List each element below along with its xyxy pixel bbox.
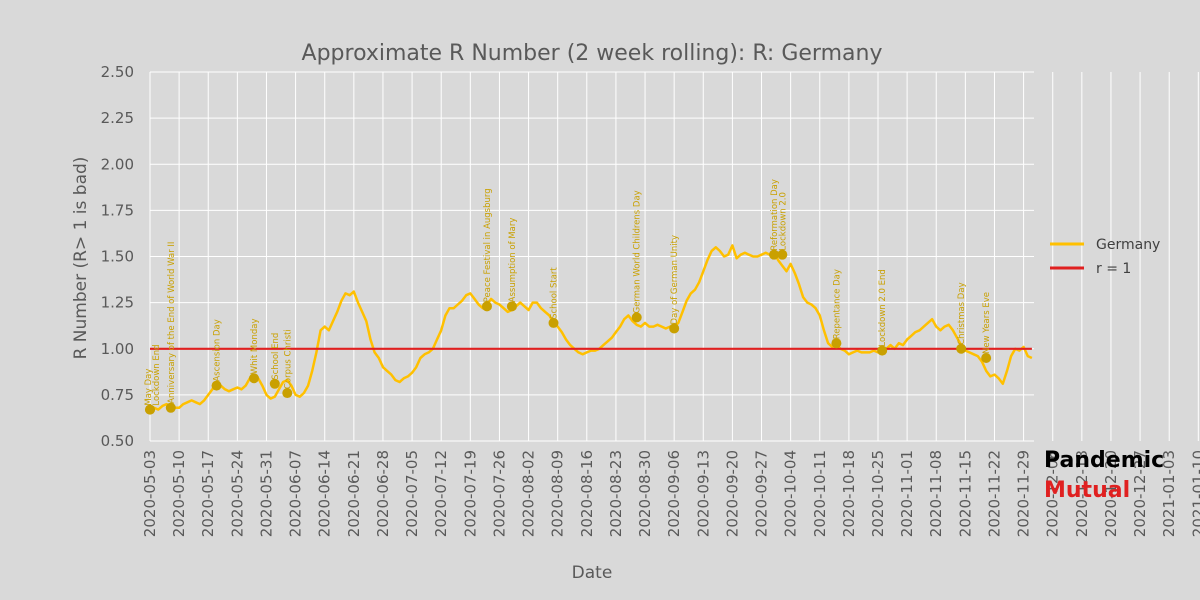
y-tick-label: 2.25 xyxy=(101,109,134,127)
y-tick-label: 1.75 xyxy=(101,201,134,219)
event-marker xyxy=(877,345,888,356)
x-tick-label: 2020-08-23 xyxy=(607,450,625,537)
event-label: Peace Festival in Augsburg xyxy=(483,188,493,302)
brand-mutual: Mutual xyxy=(1044,478,1131,503)
y-tick-label: 2.50 xyxy=(101,63,134,81)
event-label: Repentance Day xyxy=(832,269,842,339)
x-tick-label: 2020-09-13 xyxy=(694,450,712,537)
x-tick-label: 2020-06-14 xyxy=(316,450,334,537)
x-tick-label: 2020-05-31 xyxy=(257,450,275,537)
x-tick-labels: 2020-05-03 2020-05-10 2020-05-17 2020-05-24… xyxy=(141,450,1200,537)
event-marker xyxy=(211,380,222,391)
event-label: German World Childrens Day xyxy=(633,190,643,313)
x-tick-label: 2020-12-13 xyxy=(1073,450,1091,537)
x-tick-label: 2020-11-15 xyxy=(956,450,974,537)
event-marker xyxy=(282,388,293,399)
x-axis-title: Date xyxy=(572,563,613,583)
event-marker xyxy=(269,378,280,389)
grid-lines xyxy=(149,71,1199,442)
x-tick-label: 2020-11-08 xyxy=(927,450,945,537)
x-tick-label: 2020-08-09 xyxy=(549,450,567,537)
x-tick-label: 2020-05-24 xyxy=(228,450,246,537)
event-label: Lockdown 2.0 End xyxy=(878,269,888,346)
x-tick-label: 2020-11-22 xyxy=(985,450,1003,537)
event-marker xyxy=(769,249,779,260)
x-tick-label: 2021-01-03 xyxy=(1160,450,1178,537)
x-tick-label: 2020-08-16 xyxy=(578,450,596,537)
event-label: Corpus Christi xyxy=(283,329,293,389)
event-marker xyxy=(669,323,680,334)
y-axis-title: R Number (R> 1 is bad) xyxy=(71,157,91,360)
event-marker xyxy=(777,249,788,260)
event-label: School End xyxy=(271,333,281,380)
x-tick-label: 2021-01-10 xyxy=(1189,450,1200,537)
legend: Germany r = 1 xyxy=(1050,237,1160,277)
y-tick-label: 1.50 xyxy=(101,248,134,266)
event-marker xyxy=(165,402,176,413)
event-label: Reformation Day xyxy=(770,179,780,251)
x-tick-label: 2020-11-29 xyxy=(1015,450,1033,537)
x-tick-label: 2020-06-28 xyxy=(374,450,392,537)
event-label: May Day xyxy=(144,369,154,406)
x-tick-label: 2020-09-27 xyxy=(753,450,771,537)
x-tick-label: 2020-07-12 xyxy=(432,450,450,537)
x-tick-label: 2020-12-06 xyxy=(1044,450,1062,537)
x-tick-label: 2020-10-18 xyxy=(840,450,858,537)
x-tick-label: 2020-05-03 xyxy=(141,450,159,537)
y-tick-label: 1.00 xyxy=(101,340,134,358)
series-lines xyxy=(149,244,1033,413)
x-tick-label: 2020-08-02 xyxy=(520,450,538,537)
event-marker xyxy=(631,312,642,323)
x-tick-label: 2020-08-30 xyxy=(636,450,654,537)
event-label: Lockdown 2.0 xyxy=(778,192,788,251)
y-tick-label: 0.75 xyxy=(101,386,134,404)
y-tick-label: 0.50 xyxy=(101,432,134,450)
event-label: Day of German Unity xyxy=(670,235,680,324)
event-label: School Start xyxy=(550,267,560,319)
event-marker xyxy=(481,301,492,312)
event-marker xyxy=(249,373,259,384)
x-tick-label: 2020-10-04 xyxy=(782,450,800,537)
event-label: New Years Eve xyxy=(982,292,992,354)
brand-pandemic: Pandemic xyxy=(1044,448,1165,473)
event-marker xyxy=(145,404,155,415)
event-marker xyxy=(981,352,992,363)
event-label: Assumption of Mary xyxy=(508,218,518,303)
x-tick-label: 2020-11-01 xyxy=(898,450,916,537)
x-tick-label: 2020-12-27 xyxy=(1131,450,1149,537)
x-tick-label: 2020-06-07 xyxy=(287,450,305,537)
series-line-germany xyxy=(149,244,1033,413)
y-tick-labels: 0.50 0.75 1.00 1.25 1.50 1.75 2.00 2.25 2.50 xyxy=(101,63,134,450)
event-marker xyxy=(548,317,559,328)
x-tick-label: 2020-10-11 xyxy=(811,450,829,537)
chart-title: Approximate R Number (2 week rolling): R… xyxy=(302,41,883,66)
x-tick-label: 2020-06-21 xyxy=(345,450,363,537)
y-tick-label: 1.25 xyxy=(101,294,134,312)
x-tick-label: 2020-07-05 xyxy=(403,450,421,537)
event-label: Whit Monday xyxy=(250,319,260,375)
event-label: Lockdown End xyxy=(152,344,162,405)
event-label: Christmas Day xyxy=(957,282,967,344)
event-marker xyxy=(956,343,967,354)
legend-label: r = 1 xyxy=(1096,261,1131,277)
x-tick-label: 2020-09-06 xyxy=(665,450,683,537)
event-label: Anniversary of the End of World War II xyxy=(167,242,177,404)
x-tick-label: 2020-12-20 xyxy=(1102,450,1120,537)
x-tick-label: 2020-07-26 xyxy=(490,450,508,537)
y-tick-label: 2.00 xyxy=(101,155,134,173)
x-tick-label: 2020-05-10 xyxy=(170,450,188,537)
x-tick-label: 2020-10-25 xyxy=(869,450,887,537)
x-tick-label: 2020-05-17 xyxy=(199,450,217,537)
event-marker xyxy=(831,338,842,349)
event-label: Ascension Day xyxy=(213,319,223,381)
legend-label: Germany xyxy=(1096,237,1160,253)
x-tick-label: 2020-09-20 xyxy=(723,450,741,537)
event-marker xyxy=(506,301,517,312)
x-tick-label: 2020-07-19 xyxy=(461,450,479,537)
